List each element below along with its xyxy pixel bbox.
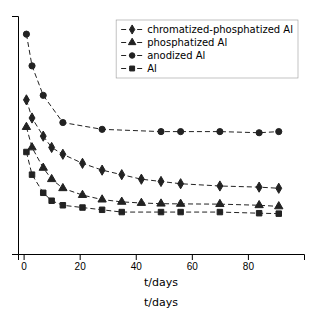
point [275,202,283,209]
point [60,149,66,159]
plot: 0 20 40 60 80 chromatized-phosphatized Al phos… [12,17,305,273]
legend-item: chromatized-phosphatized Al [121,24,293,35]
legend-label: phosphatized Al [147,37,227,48]
legend-swatch-marker [130,66,135,71]
legend: chromatized-phosphatized Al phosphatized … [116,20,298,78]
x-tick-mark [136,254,137,260]
point [99,207,104,212]
x-tick-label: 0 [21,261,27,272]
series [24,149,282,216]
legend-label: anodized Al [147,50,205,61]
point [80,158,86,168]
point [119,170,125,180]
x-tick-label: 40 [131,261,143,272]
point [60,119,66,125]
series [23,95,281,194]
point [59,183,67,190]
point [99,165,105,175]
point [158,176,164,186]
y-axis [12,17,19,255]
x-tick: 60 [187,254,199,272]
point [49,142,55,152]
point [178,179,184,189]
point [217,181,223,191]
legend-swatch-marker [129,53,135,59]
legend-box [116,20,298,78]
x-axis: 0 20 40 60 80 [19,254,305,272]
point [118,197,126,204]
annotation: t/days [144,296,178,309]
point [255,200,263,207]
x-tick-mark [248,254,249,260]
x-tick: 20 [75,254,87,272]
point [40,131,46,141]
x-tick: 40 [131,254,143,272]
x-axis-line [19,255,305,261]
point [276,129,282,135]
point [23,31,29,37]
point [157,199,165,206]
x-tick: 80 [243,254,255,272]
point [276,211,281,216]
point [60,203,65,208]
series-line [26,127,278,206]
point [119,209,124,214]
series-line [26,100,278,188]
legend-swatch-marker [130,25,135,34]
legend-label: chromatized-phosphatized Al [147,24,293,35]
point [256,210,261,215]
point [217,129,223,135]
point [29,172,34,177]
point [158,129,164,135]
point [137,198,145,205]
point [29,113,35,123]
point [47,174,55,181]
point [178,209,183,214]
point [99,126,105,132]
legend-item: Al [121,63,157,74]
x-tick-label: 80 [243,261,255,272]
legend-items: chromatized-phosphatized Al phosphatized … [121,24,293,74]
point [40,92,46,98]
point [256,130,262,136]
x-tick-label: 20 [75,261,87,272]
legend-swatch-marker [128,38,135,44]
chart: 0 20 40 60 80 chromatized-phosphatized Al phos… [0,0,320,320]
point [80,205,85,210]
point [39,163,47,170]
x-axis-title: t/days [144,276,178,289]
series-line [26,152,278,214]
x-tick-mark [24,254,25,260]
point [158,209,163,214]
point [138,174,144,184]
point [176,199,184,206]
point [256,182,262,192]
x-tick: 0 [21,254,27,272]
point [29,63,35,69]
point [40,190,45,195]
point [216,199,224,206]
point [217,209,222,214]
point [24,149,29,154]
x-tick-label: 60 [187,261,199,272]
point [276,183,282,193]
point [22,122,30,129]
legend-item: phosphatized Al [121,37,227,48]
point [49,198,54,203]
legend-label: Al [147,63,157,74]
point [78,190,86,197]
x-tick-mark [80,254,81,260]
y-axis-line [12,17,19,255]
point [98,195,106,202]
series [22,122,283,209]
point [23,95,29,105]
legend-item: anodized Al [121,50,205,61]
point [178,129,184,135]
x-tick-mark [192,254,193,260]
